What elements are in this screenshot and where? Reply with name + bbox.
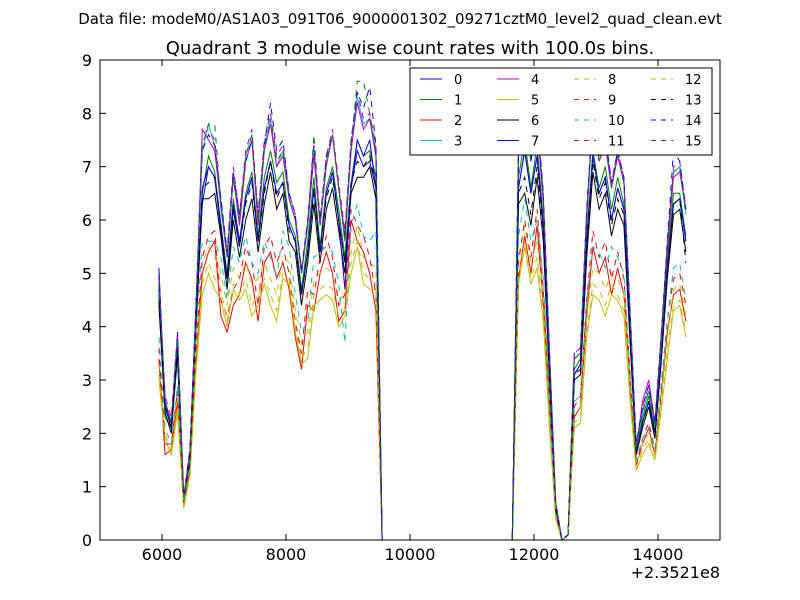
- legend-label-13: 13: [685, 94, 702, 109]
- y-tick-label: 3: [82, 371, 92, 390]
- legend-label-12: 12: [685, 73, 702, 88]
- legend-label-14: 14: [685, 114, 702, 129]
- legend-label-6: 6: [531, 114, 539, 129]
- y-tick-label: 4: [82, 318, 92, 337]
- y-tick-label: 8: [82, 104, 92, 123]
- chart-title: Quadrant 3 module wise count rates with …: [166, 38, 655, 59]
- legend-label-10: 10: [608, 114, 625, 129]
- legend-label-11: 11: [608, 135, 625, 150]
- x-tick-label: 12000: [509, 545, 560, 564]
- series-line-8: [158, 225, 687, 541]
- legend-label-9: 9: [608, 94, 616, 109]
- legend-label-8: 8: [608, 73, 616, 88]
- legend-label-4: 4: [531, 73, 539, 88]
- legend-label-5: 5: [531, 94, 539, 109]
- data-file-caption: Data file: modeM0/AS1A03_091T06_90000013…: [78, 10, 722, 29]
- x-tick-label: 14000: [633, 545, 684, 564]
- y-tick-label: 1: [82, 478, 92, 497]
- y-tick-label: 2: [82, 424, 92, 443]
- x-tick-label: 6000: [142, 545, 183, 564]
- x-tick-label: 8000: [266, 545, 307, 564]
- y-tick-label: 9: [82, 51, 92, 70]
- y-tick-label: 6: [82, 211, 92, 230]
- y-tick-label: 7: [82, 158, 92, 177]
- series-line-14: [158, 86, 687, 541]
- x-tick-label: 10000: [385, 545, 436, 564]
- y-tick-label: 0: [82, 531, 92, 550]
- legend-label-0: 0: [454, 73, 462, 88]
- y-tick-label: 5: [82, 264, 92, 283]
- legend-label-7: 7: [531, 135, 539, 150]
- legend-label-3: 3: [454, 135, 462, 150]
- legend-label-15: 15: [685, 135, 702, 150]
- x-offset-label: +2.3521e8: [631, 563, 720, 582]
- legend-label-1: 1: [454, 94, 462, 109]
- legend-label-2: 2: [454, 114, 462, 129]
